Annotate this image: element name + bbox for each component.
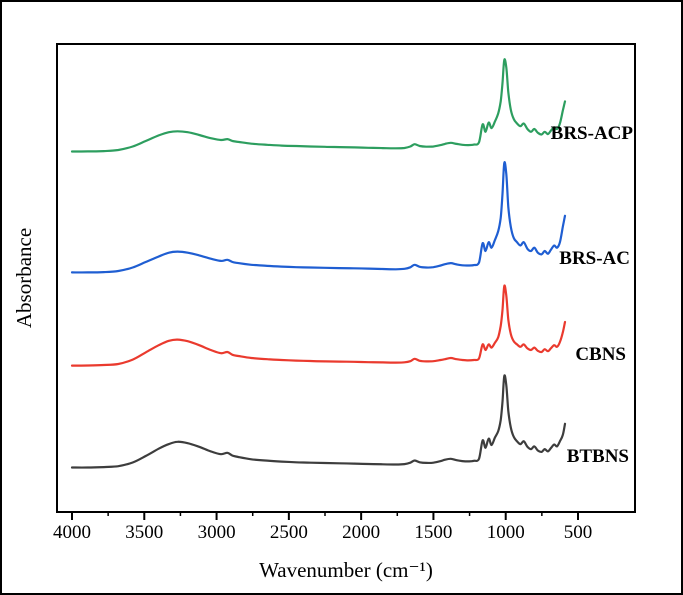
spectrum-curve-cbns: [70, 284, 567, 367]
x-tick-label: 1000: [487, 522, 525, 543]
spectrum-curve-brs-acp: [70, 58, 567, 153]
x-axis-ticks: [71, 512, 579, 520]
series-label-brs-acp: BRS-ACP: [551, 123, 634, 144]
x-tick-label: 3500: [125, 522, 163, 543]
spectrum-curve-btbns: [70, 374, 567, 469]
plot-area-border: [56, 43, 636, 513]
x-axis-tick-labels: 4000 3500 3000 2500 2000 1500 1000 500: [53, 522, 592, 543]
x-tick-label: 2000: [342, 522, 380, 543]
x-axis-title: Wavenumber (cm⁻¹): [259, 558, 433, 582]
x-tick-label: 1500: [414, 522, 452, 543]
y-axis-title: Absorbance: [12, 228, 36, 328]
series-label-cbns: CBNS: [575, 344, 626, 365]
series-label-btbns: BTBNS: [567, 446, 629, 467]
series-label-brs-ac: BRS-AC: [559, 248, 630, 269]
series-labels: BRS-ACP BRS-AC CBNS BTBNS: [551, 123, 634, 467]
spectrum-curve-brs-ac: [70, 161, 567, 274]
spectra-curves: [70, 58, 567, 469]
x-tick-label: 500: [564, 522, 593, 543]
x-tick-label: 4000: [53, 522, 91, 543]
x-tick-label: 3000: [198, 522, 236, 543]
x-tick-label: 2500: [270, 522, 308, 543]
